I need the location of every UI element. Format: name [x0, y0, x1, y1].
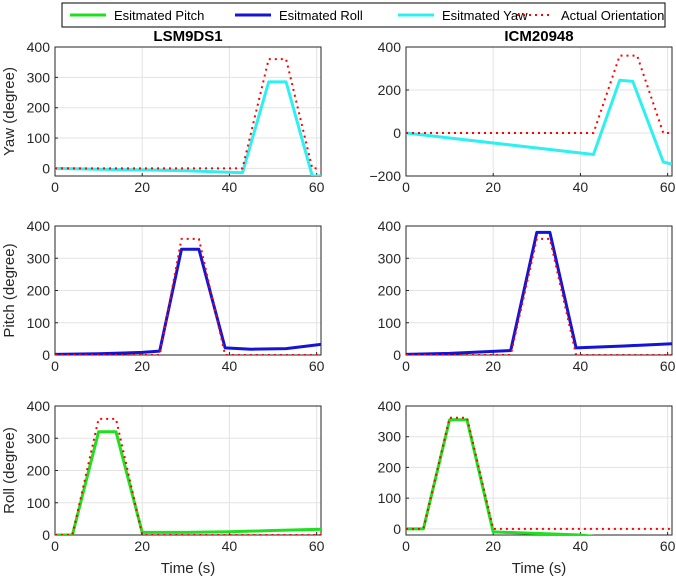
subplot-lsm-roll: 0 20 40 60 0 100 200 300 400 Roll (degree) Time (s… — [1, 398, 325, 577]
legend-label-pitch: Esitmated Pitch — [114, 8, 204, 23]
x-tick-label: 20 — [134, 538, 150, 554]
y-tick-label: 400 — [27, 39, 51, 55]
series-line-actual — [55, 58, 321, 170]
y-tick-label: 200 — [27, 283, 51, 299]
y-tick-label: 300 — [27, 69, 51, 85]
y-tick-label: 200 — [378, 283, 402, 299]
subplot-icm-pitch: 0 20 40 60 0 100 200 300 400 — [378, 218, 676, 374]
legend-label-yaw: Esitmated Yaw — [442, 8, 528, 23]
y-tick-label: 200 — [378, 82, 402, 98]
series-line-yaw — [406, 78, 672, 166]
series-group — [406, 230, 672, 355]
y-tick-label: 0 — [42, 160, 50, 176]
x-tick-label: 60 — [309, 179, 325, 195]
y-tick-label: 400 — [27, 398, 51, 414]
legend-label-actual: Actual Orientation — [561, 8, 664, 23]
x-tick-label: 0 — [402, 179, 410, 195]
series-group — [406, 54, 672, 166]
subplot-lsm-pitch: 0 20 40 60 0 100 200 300 400 Pitch (degree) — [1, 218, 325, 374]
y-tick-label: 300 — [378, 429, 402, 445]
series-group — [55, 58, 321, 176]
x-tick-label: 60 — [309, 358, 325, 374]
x-tick-label: 20 — [485, 358, 501, 374]
x-tick-label: 0 — [51, 538, 59, 554]
series-group — [55, 417, 321, 535]
y-tick-label: 400 — [378, 39, 402, 55]
y-tick-label: 200 — [27, 100, 51, 116]
axes-box — [405, 46, 673, 177]
x-tick-label: 0 — [402, 538, 410, 554]
x-axis-label: Time (s) — [512, 560, 566, 577]
series-line-roll — [55, 247, 321, 355]
y-tick-label: 100 — [378, 315, 402, 331]
legend-label-roll: Esitmated Roll — [279, 8, 363, 23]
axes-box — [54, 46, 322, 177]
x-tick-label: 20 — [134, 179, 150, 195]
series-group — [406, 416, 672, 535]
legend: Esitmated Pitch Esitmated Roll Esitmated Y… — [61, 2, 666, 28]
x-tick-label: 0 — [51, 179, 59, 195]
series-line-roll — [406, 230, 672, 355]
x-tick-label: 40 — [573, 358, 589, 374]
y-tick-label: 100 — [378, 490, 402, 506]
x-tick-label: 60 — [309, 538, 325, 554]
y-tick-label: 300 — [27, 250, 51, 266]
subplot-title: LSM9DS1 — [153, 28, 222, 45]
y-tick-label: 100 — [27, 495, 51, 511]
legend-box — [61, 2, 666, 28]
y-tick-label: 400 — [27, 218, 51, 234]
x-tick-label: 20 — [485, 538, 501, 554]
y-axis-label: Yaw (degree) — [1, 67, 18, 156]
x-tick-label: 40 — [222, 179, 238, 195]
y-tick-label: 0 — [393, 521, 401, 537]
x-tick-label: 40 — [573, 538, 589, 554]
x-tick-label: 60 — [660, 538, 676, 554]
plot-area — [55, 47, 321, 176]
plot-area — [406, 406, 672, 535]
y-tick-label: 300 — [378, 250, 402, 266]
x-tick-label: 40 — [222, 538, 238, 554]
y-tick-label: 0 — [393, 347, 401, 363]
y-tick-label: 100 — [27, 130, 51, 146]
subplot-title: ICM20948 — [504, 28, 573, 45]
y-tick-label: 200 — [27, 463, 51, 479]
y-tick-label: 0 — [42, 527, 50, 543]
series-line-yaw — [55, 80, 321, 176]
x-tick-label: 40 — [222, 358, 238, 374]
series-line-actual — [55, 417, 321, 535]
y-tick-label: 300 — [27, 430, 51, 446]
series-group — [55, 237, 321, 355]
y-tick-label: 400 — [378, 218, 402, 234]
y-tick-label: 0 — [393, 125, 401, 141]
x-axis-label: Time (s) — [161, 560, 215, 577]
x-tick-label: 60 — [660, 358, 676, 374]
x-tick-label: 60 — [660, 179, 676, 195]
y-axis-label: Pitch (degree) — [1, 243, 18, 337]
y-tick-label: −200 — [369, 168, 401, 184]
plot-area — [406, 47, 672, 176]
x-tick-label: 20 — [485, 179, 501, 195]
x-tick-label: 0 — [51, 358, 59, 374]
subplot-icm-roll: 0 20 40 60 0 100 200 300 400 Time (s) — [378, 398, 676, 577]
x-tick-label: 0 — [402, 358, 410, 374]
y-tick-label: 100 — [27, 315, 51, 331]
subplot-lsm-yaw: 0 20 40 60 0 100 200 300 400 LSM9DS1 Yaw (degree) — [1, 28, 325, 195]
x-tick-label: 40 — [573, 179, 589, 195]
y-tick-label: 400 — [378, 398, 402, 414]
y-tick-label: 0 — [42, 347, 50, 363]
y-tick-label: 200 — [378, 459, 402, 475]
y-axis-label: Roll (degree) — [1, 427, 18, 514]
x-tick-label: 20 — [134, 358, 150, 374]
series-line-actual — [406, 54, 672, 134]
